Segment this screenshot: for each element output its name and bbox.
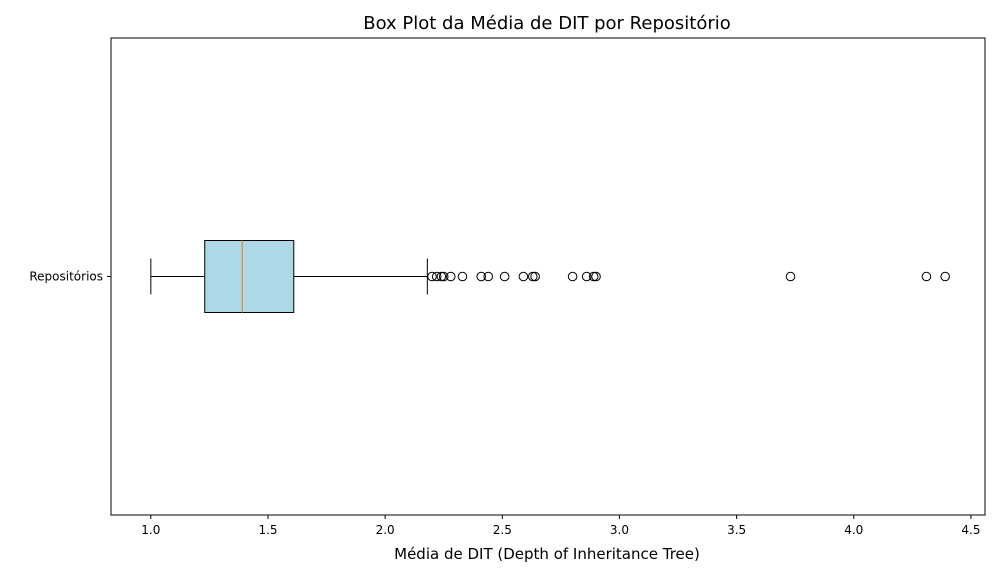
outlier-point (431, 271, 442, 282)
outlier-point (427, 271, 437, 282)
outlier-point (567, 271, 578, 282)
x-tick-label: 3.0 (610, 523, 629, 537)
outlier-point (527, 271, 538, 282)
outlier-point (476, 271, 487, 282)
chart-title: Box Plot da Média de DIT por Repositório (363, 13, 731, 34)
outlier-point (438, 271, 449, 282)
x-axis-label: Média de DIT (Depth of Inheritance Tree) (394, 545, 700, 563)
x-tick-label: 2.0 (376, 523, 395, 537)
x-tick-label: 1.5 (258, 523, 277, 537)
whiskers (150, 258, 428, 295)
x-axis: 1.0 1.5 2.0 2.5 3.0 3.5 4.0 4.5 (141, 515, 980, 537)
outlier-point (445, 271, 456, 282)
outlier-point (581, 271, 592, 282)
outlier-point (591, 271, 601, 282)
outlier-point (499, 271, 510, 282)
x-tick-label: 4.0 (844, 523, 863, 537)
outlier-point (940, 271, 950, 282)
plot-area (110, 37, 986, 516)
boxes (204, 240, 295, 313)
outlier-point (588, 271, 599, 282)
y-axis: Repositórios (29, 270, 111, 284)
outliers (427, 271, 950, 282)
x-tick-label: 2.5 (493, 523, 512, 537)
outlier-point (518, 271, 529, 282)
outlier-point (436, 271, 447, 282)
iqr-box (204, 240, 295, 313)
x-tick-label: 4.5 (961, 523, 980, 537)
outlier-point (921, 271, 932, 282)
outlier-point (483, 271, 494, 282)
outlier-point (785, 271, 796, 282)
x-tick-label: 3.5 (727, 523, 746, 537)
outlier-point (457, 271, 468, 282)
x-tick-label: 1.0 (141, 523, 160, 537)
y-tick-label: Repositórios (29, 270, 103, 284)
outlier-point (530, 271, 540, 282)
